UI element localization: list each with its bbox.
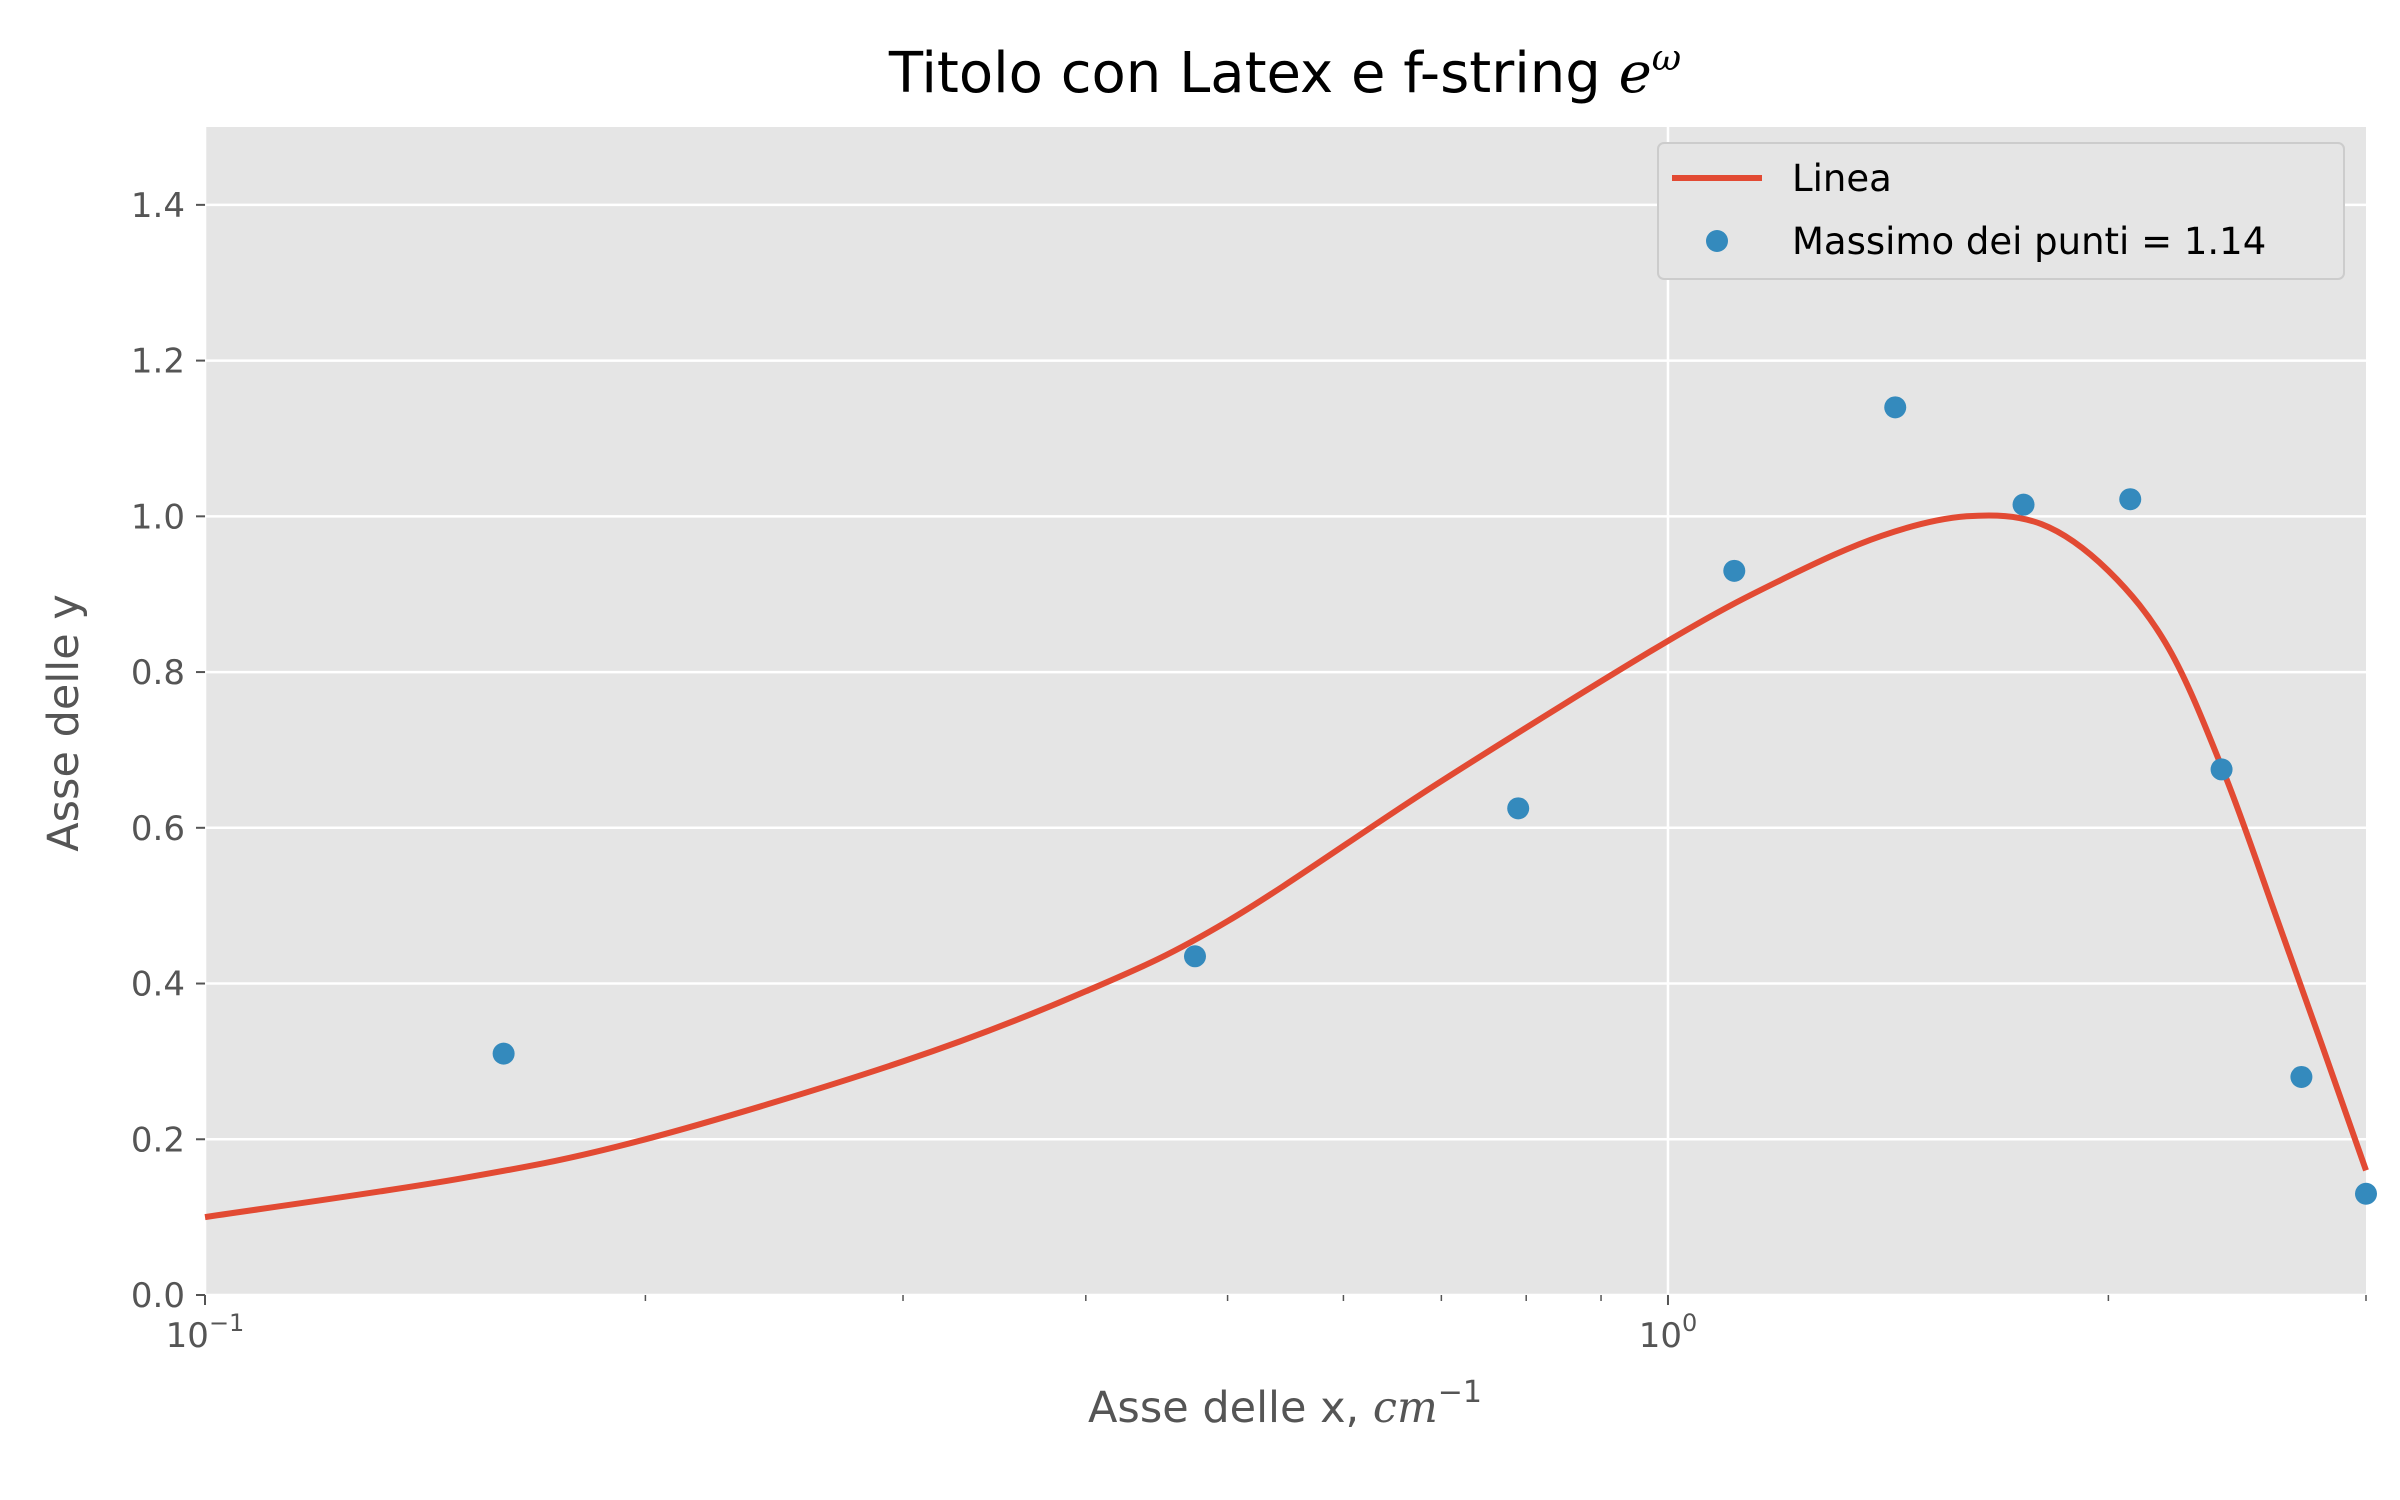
- legend-label-points: Massimo dei punti = 1.14: [1792, 220, 2266, 263]
- data-point: [2290, 1065, 2313, 1088]
- grid: [203, 127, 2366, 1297]
- data-point: [1723, 559, 1746, 582]
- data-point: [2012, 493, 2035, 516]
- data-point: [492, 1042, 515, 1065]
- data-point: [2210, 758, 2233, 781]
- legend-swatch-point: [1706, 230, 1728, 252]
- data-point: [1884, 396, 1907, 419]
- title-math: e: [1619, 41, 1652, 106]
- y-tick-label: 0.8: [131, 653, 185, 693]
- plot-area: [205, 127, 2366, 1295]
- legend-label-line: Linea: [1792, 157, 1892, 200]
- legend: Linea Massimo dei punti = 1.14: [1657, 142, 2345, 280]
- y-tick-label: 1.0: [131, 497, 185, 537]
- y-tick-label: 0.0: [131, 1276, 185, 1316]
- data-point: [1507, 797, 1530, 820]
- y-tick-label: 1.4: [131, 186, 185, 226]
- data-point: [2119, 488, 2142, 511]
- scatter-points: [492, 396, 2377, 1205]
- title-superscript: ω: [1652, 38, 1681, 79]
- legend-box: [1657, 142, 2345, 280]
- x-axis-label: Asse delle x, cm−1: [1088, 1375, 1482, 1433]
- y-axis-ticks: 0.0 0.2 0.4 0.6 0.8 1.0 1.2 1.4: [131, 186, 205, 1316]
- y-tick-label: 0.6: [131, 809, 185, 849]
- x-tick-label: 100: [1639, 1309, 1698, 1356]
- plot-content: [204, 396, 2377, 1221]
- data-point: [1183, 945, 1206, 968]
- x-axis-ticks: 10−1 100: [166, 1295, 1698, 1356]
- y-tick-label: 1.2: [131, 342, 185, 382]
- x-tick-label: 10−1: [166, 1309, 245, 1356]
- minor-ticks: [644, 1295, 2367, 1301]
- x-axis-label-math: cm: [1373, 1383, 1438, 1433]
- chart-title: Titolo con Latex e f-string eω: [888, 38, 1681, 106]
- y-tick-label: 0.2: [131, 1120, 185, 1160]
- y-axis-label: Asse delle y: [39, 594, 89, 852]
- x-axis-label-superscript: −1: [1438, 1375, 1482, 1410]
- data-point: [2355, 1182, 2377, 1205]
- y-tick-label: 0.4: [131, 965, 185, 1005]
